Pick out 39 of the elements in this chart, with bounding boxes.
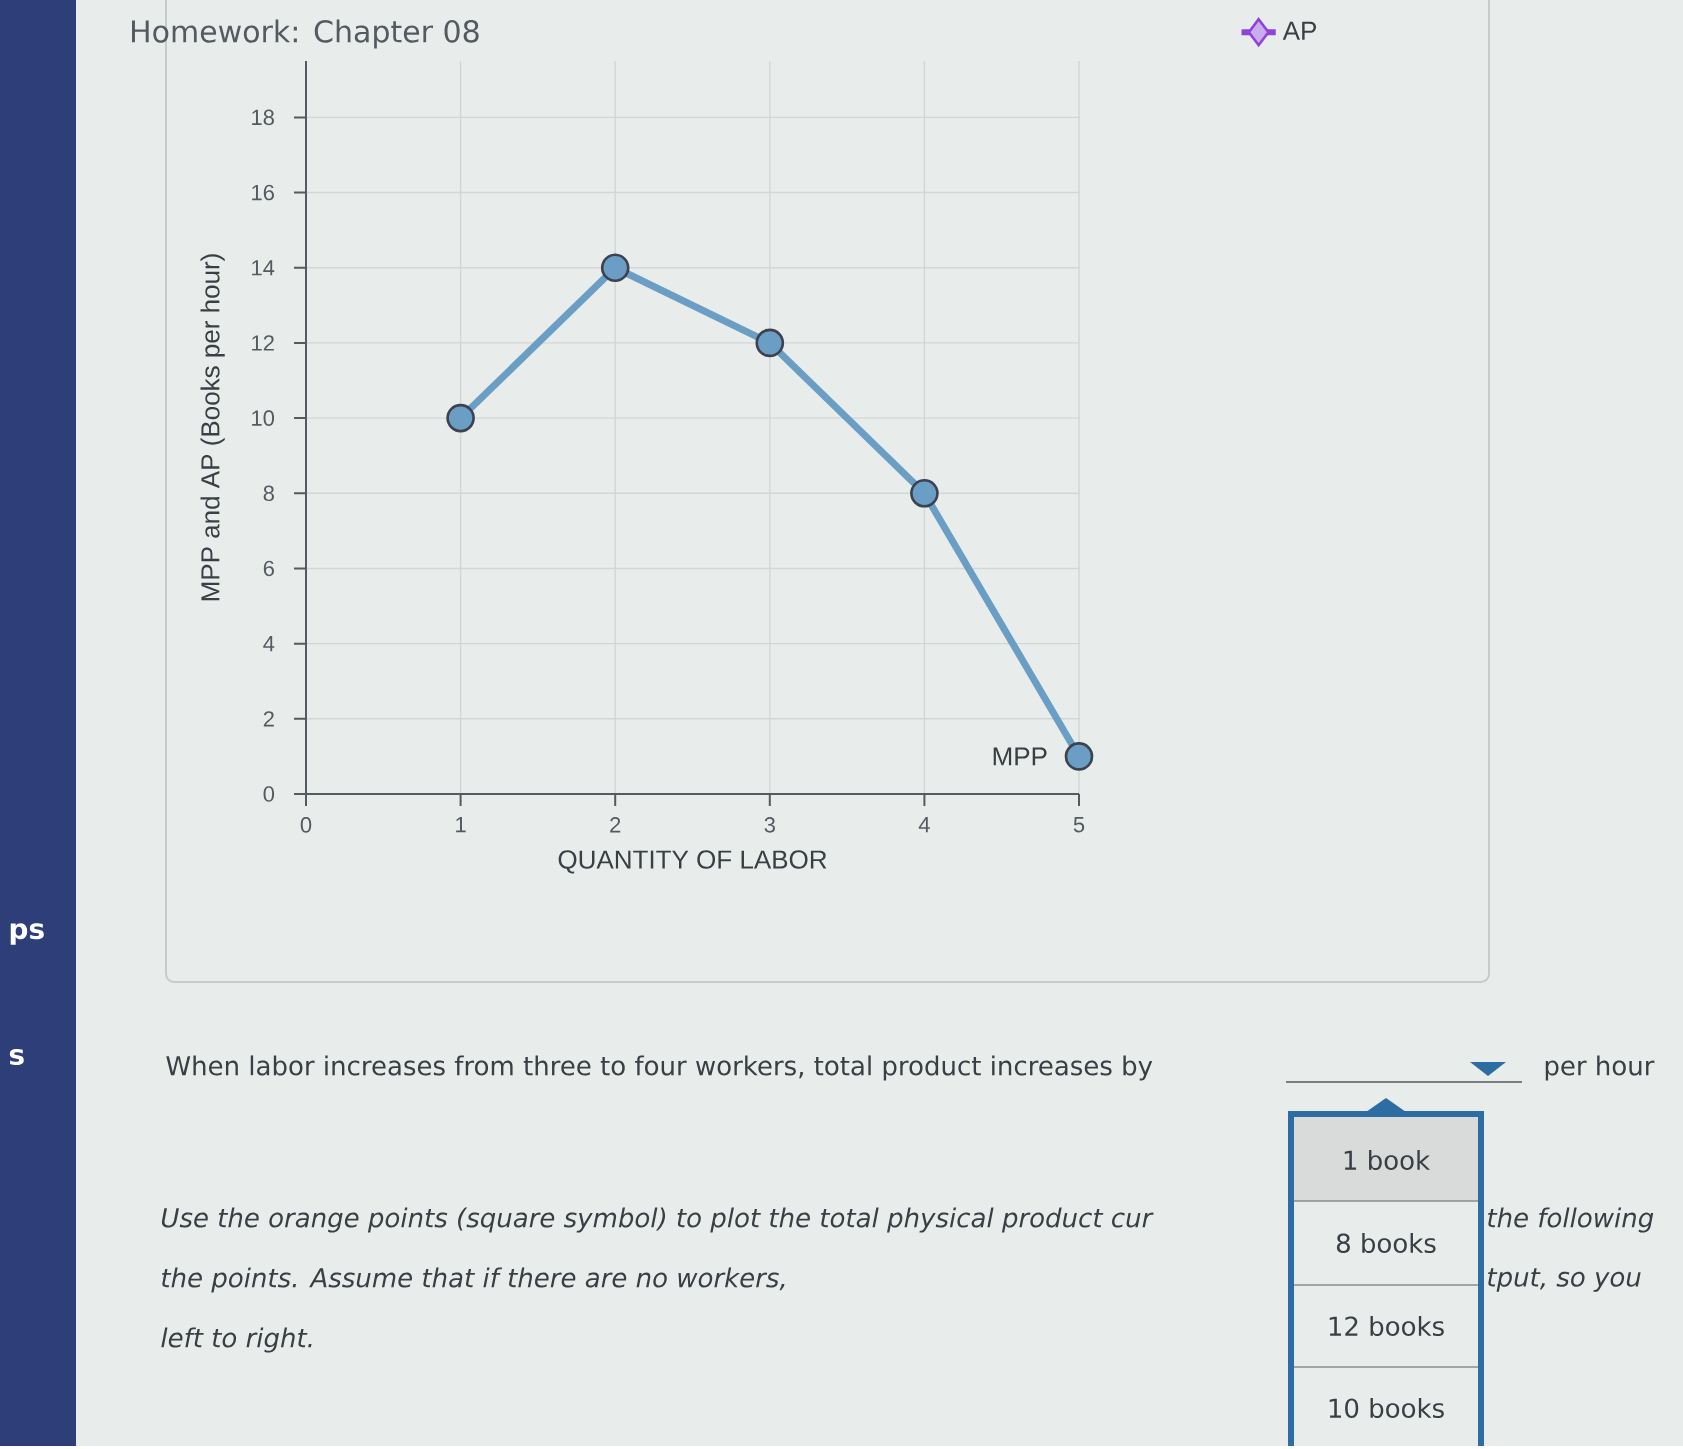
text: tput, so you [1488,1268,1641,1292]
x-tick-label: 2 [610,817,621,833]
x-tick-label: 4 [918,817,930,833]
y-tick-label: 12 [252,335,274,351]
y-tick-label: 6 [263,560,274,577]
series-label: MPP [993,747,1047,766]
text: per hour [1545,1055,1655,1081]
x-tick-label: 1 [456,817,466,833]
point [1064,742,1094,771]
y-tick-label: 0 [263,786,275,802]
text: ps [10,923,44,945]
x-axis-title: QUANTITY OF LABOR [558,850,827,874]
y-tick-label: 8 [263,485,274,502]
text: the points. Assume that if there are no workers, [162,1267,785,1293]
text: 1 book [1344,1149,1431,1171]
point [446,403,475,433]
y-tick-label: 18 [252,109,274,126]
legend-label: AP [1282,21,1317,40]
chart-title: Homework: Chapter 08 [132,19,479,49]
point [755,328,785,358]
text: When labor increases from three to four workers, total product increases by [166,1055,1153,1081]
x-tick-label: 3 [764,817,775,833]
point [600,253,630,283]
y-tick-label: 2 [263,711,274,727]
text: 10 books [1329,1397,1444,1419]
text: the following [1488,1207,1654,1233]
y-tick-label: 16 [252,184,274,201]
y-tick-label: 4 [263,636,275,652]
text: Use the orange points (square symbol) to plot the total physical product cur [161,1207,1154,1233]
y-axis-title: MPP and AP (Books per hour) [200,254,225,601]
x-tick-label: 5 [1073,817,1085,833]
y-tick-label: 14 [252,260,275,276]
text: 8 books [1336,1232,1436,1254]
text: left to right. [161,1327,312,1353]
text: s [9,1048,24,1066]
text: 12 books [1329,1315,1444,1337]
point [910,478,939,508]
y-tick-label: 10 [252,410,275,426]
x-tick-label: 0 [300,817,312,833]
